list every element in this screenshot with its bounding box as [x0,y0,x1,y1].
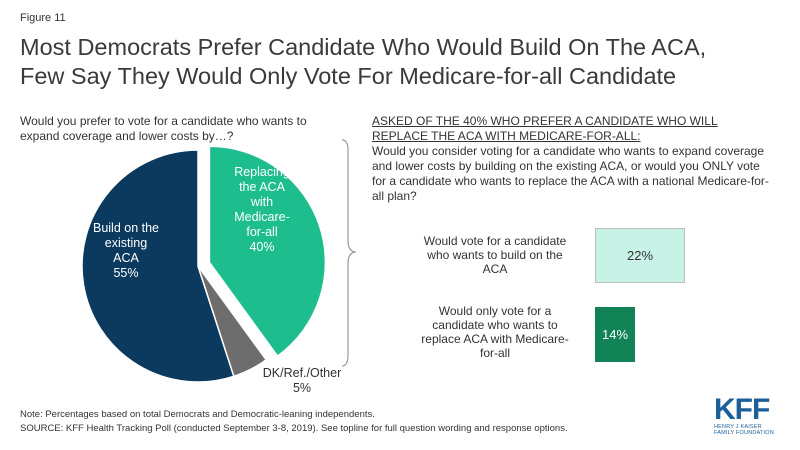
bar-value-only-medicare-for-all: 14% [601,327,629,342]
pie-slice-label-2: DK/Ref./Other 5% [263,366,342,395]
pie-slice-2 [197,265,268,378]
pie-slice-label-0: Build on the existing ACA 55% [93,221,159,280]
bar-label-build-on-aca: Would vote for a candidate who wants to … [423,234,567,276]
asked-of-header: ASKED OF THE 40% WHO PREFER A CANDIDATE … [372,114,718,143]
bar-value-build-on-aca: 22% [626,248,654,263]
footnote: Note: Percentages based on total Democra… [20,408,568,436]
bracket-connector [341,139,357,367]
pie-slice-1 [208,145,327,358]
kff-logo-sub-1: HENRY J KAISER [714,424,762,430]
kff-logo: KFF HENRY J KAISER FAMILY FOUNDATION [714,393,780,437]
kff-logo-text: KFF [714,393,770,426]
chart-title-line-1: Most Democrats Prefer Candidate Who Woul… [20,34,707,60]
follow-up-question: Would you consider voting for a candidat… [372,144,769,203]
footnote-source: SOURCE: KFF Health Tracking Poll (conduc… [20,423,568,434]
bar-build-on-aca: 22% [595,228,685,283]
pie-slice-label-1: Replacing the ACA with Medicare-for-all 40% [234,165,290,254]
chart-title-line-2: Few Say They Would Only Vote For Medicar… [20,63,677,89]
chart-title: Most Democrats Prefer Candidate Who Woul… [20,33,790,91]
follow-up-panel: ASKED OF THE 40% WHO PREFER A CANDIDATE … [372,114,772,204]
kff-logo-sub-2: FAMILY FOUNDATION [714,430,774,436]
pie-question: Would you prefer to vote for a candidate… [20,114,307,143]
pie-slice-0 [81,149,235,383]
bar-label-only-medicare-for-all: Would only vote for a candidate who want… [421,304,569,360]
bar-only-medicare-for-all: 14% [595,307,635,362]
figure-label: Figure 11 [20,12,66,24]
footnote-note: Note: Percentages based on total Democra… [20,409,375,420]
